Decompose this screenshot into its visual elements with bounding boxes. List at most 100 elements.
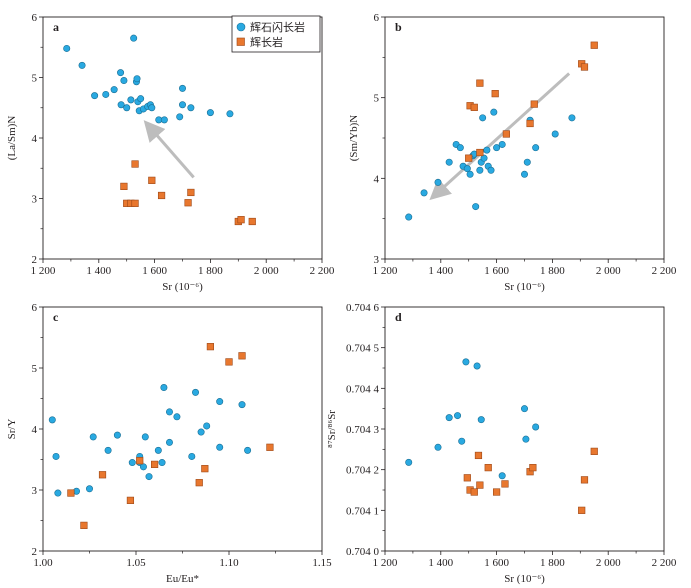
data-point-diorite [48,416,56,424]
data-point-diorite [206,109,214,117]
data-point-diorite [145,473,153,481]
data-point-diorite [522,435,530,443]
legend-marker-square [236,37,245,46]
panel-b: 1 200 1 400 1 600 1 800 2 000 2 200 3 4 5 6 Sr (10… [348,12,677,293]
data-point-gabbro [131,199,139,207]
y-tick-label: 0.704 5 [346,343,380,355]
data-point-diorite [477,416,485,424]
data-point-diorite [454,412,462,420]
data-point-diorite [434,443,442,451]
data-point-diorite [498,140,506,148]
data-point-gabbro [67,489,75,497]
data-point-diorite [498,472,506,480]
x-tick-label: 2 200 [652,265,677,277]
data-point-diorite [148,104,156,112]
data-point-diorite [520,170,528,178]
data-point-diorite [532,144,540,152]
data-point-diorite [434,178,442,186]
data-point-diorite [120,77,128,85]
data-point-diorite [123,104,131,112]
data-point-diorite [456,144,464,152]
data-point-diorite [523,158,531,166]
y-axis-label: (Sm/Yb)N [348,115,360,162]
data-point-gabbro [476,148,484,157]
y-axis-label: Sr/Y [6,419,18,440]
data-point-diorite [463,165,471,173]
data-point-gabbro [476,481,484,489]
panel-letter: c [53,310,59,324]
y-tick-label: 4 [32,424,38,436]
x-tick-label: 2 200 [652,557,677,569]
data-point-gabbro [266,443,274,451]
trend-arrow [143,120,195,179]
data-point-gabbro [502,130,510,138]
x-tick-label: 1 800 [198,265,223,277]
data-point-diorite [551,130,559,138]
data-point-gabbro [201,465,209,473]
trend-arrow [429,72,571,201]
data-point-diorite [86,485,94,493]
data-point-diorite [520,405,528,413]
x-tick-label: 1.05 [126,557,146,569]
panel-letter: d [395,310,402,324]
data-point-gabbro [98,471,107,479]
y-tick-label: 4 [32,133,38,145]
data-point-diorite [52,452,60,460]
legend-box [231,15,321,53]
data-point-diorite [462,358,470,366]
data-point-gabbro [526,119,534,128]
data-point-gabbro [590,447,598,455]
x-tick-label: 1.15 [312,557,332,569]
data-point-gabbro [470,103,478,111]
data-point-diorite [244,446,252,454]
x-axis-label: Sr (10⁻⁶) [504,573,545,585]
data-point-diorite [226,110,234,118]
y-axis-label: ⁸⁷Sr/⁸⁶Sr [326,410,338,448]
y-tick-label: 3 [32,485,38,497]
data-point-gabbro [126,496,135,504]
data-point-diorite [487,166,495,174]
data-point-gabbro [580,476,589,484]
x-tick-label: 1 200 [373,557,398,569]
panel-letter: a [53,20,59,34]
data-point-diorite [203,422,211,430]
data-point-diorite [173,413,181,421]
data-point-diorite [466,170,474,178]
data-point-diorite [130,34,138,42]
data-point-diorite [479,114,487,122]
data-point-gabbro [578,506,586,514]
data-point-diorite [216,398,224,406]
y-tick-label: 3 [32,194,38,206]
data-point-diorite [420,189,428,197]
y-tick-label: 0.704 2 [346,465,379,477]
plot-frame [384,16,665,260]
y-tick-label: 6 [32,302,38,314]
data-point-diorite [141,433,149,441]
data-point-diorite [445,158,453,166]
data-point-gabbro [248,217,256,226]
x-tick-label: 1 800 [540,265,565,277]
legend-label-gabbro: 辉长岩 [250,35,283,49]
legend: 辉石闪长岩 辉长岩 [231,15,321,53]
x-tick-label: 1 600 [142,265,167,277]
data-point-gabbro [195,479,203,487]
plot-frame [384,306,665,552]
data-point-gabbro [206,343,215,351]
data-point-diorite [197,428,205,436]
data-point-gabbro [225,358,233,366]
data-point-diorite [216,443,224,451]
x-tick-label: 1 200 [373,265,398,277]
y-tick-label: 0.704 1 [346,505,379,517]
y-tick-label: 0.704 6 [346,302,380,314]
data-point-diorite [154,446,162,454]
data-point-diorite [490,108,498,116]
data-point-gabbro [237,216,245,224]
y-tick-label: 5 [374,93,380,105]
data-point-diorite [192,388,200,396]
data-point-diorite [165,438,173,446]
x-tick-label: 2 000 [596,557,621,569]
y-tick-label: 5 [32,363,38,375]
data-point-diorite [133,75,141,83]
y-tick-label: 4 [374,173,380,185]
